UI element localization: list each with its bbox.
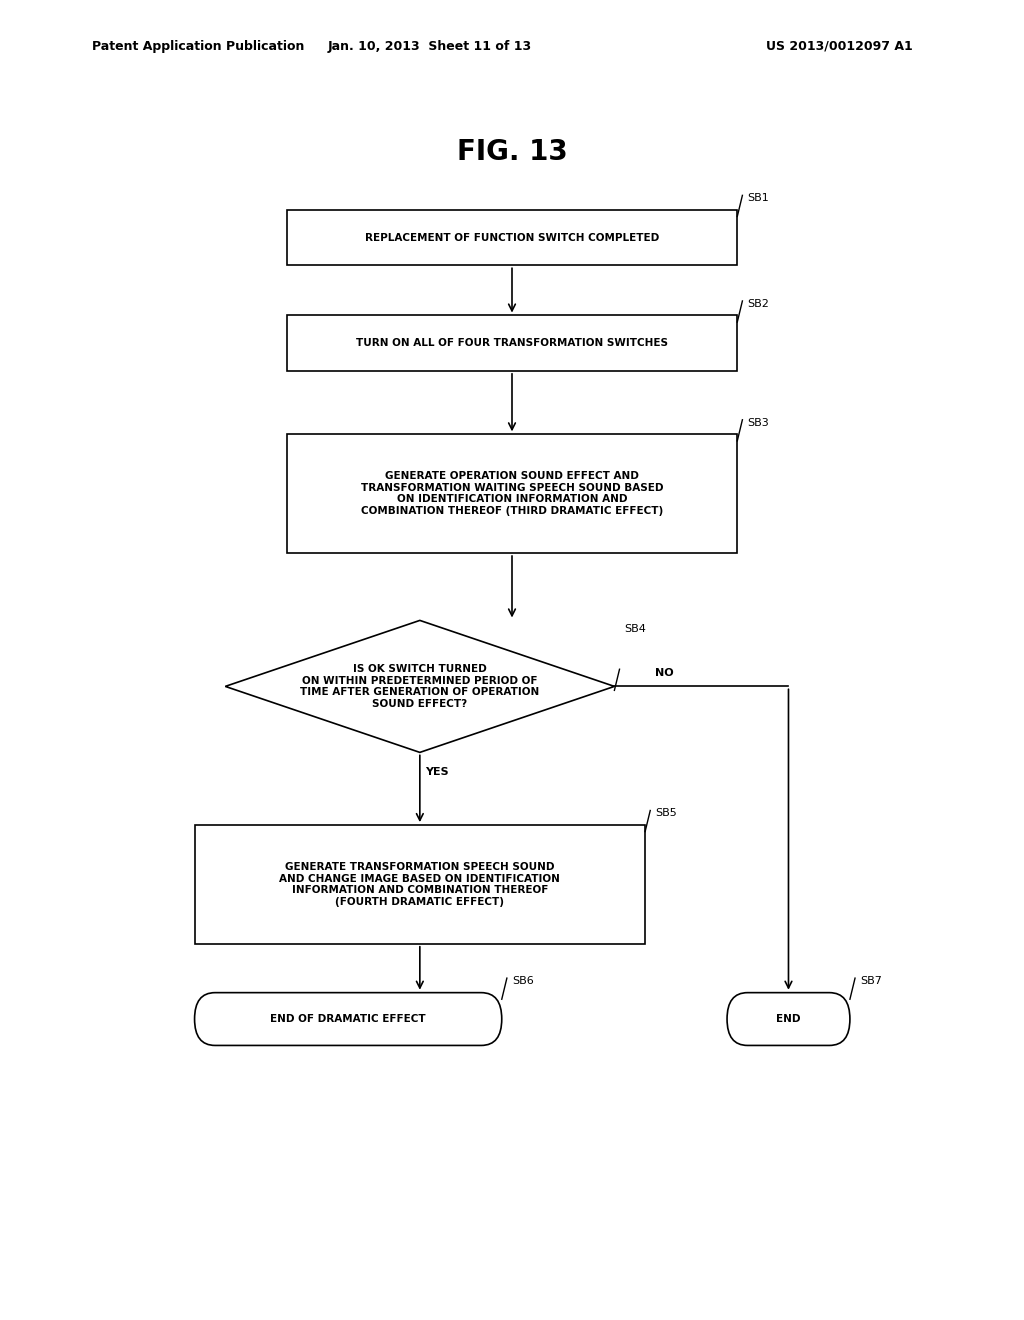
FancyBboxPatch shape <box>195 825 645 944</box>
Text: IS OK SWITCH TURNED
ON WITHIN PREDETERMINED PERIOD OF
TIME AFTER GENERATION OF O: IS OK SWITCH TURNED ON WITHIN PREDETERMI… <box>300 664 540 709</box>
Text: TURN ON ALL OF FOUR TRANSFORMATION SWITCHES: TURN ON ALL OF FOUR TRANSFORMATION SWITC… <box>356 338 668 348</box>
FancyBboxPatch shape <box>195 993 502 1045</box>
FancyBboxPatch shape <box>727 993 850 1045</box>
FancyBboxPatch shape <box>287 210 737 265</box>
Text: END OF DRAMATIC EFFECT: END OF DRAMATIC EFFECT <box>270 1014 426 1024</box>
Text: GENERATE TRANSFORMATION SPEECH SOUND
AND CHANGE IMAGE BASED ON IDENTIFICATION
IN: GENERATE TRANSFORMATION SPEECH SOUND AND… <box>280 862 560 907</box>
Polygon shape <box>225 620 614 752</box>
Text: SB2: SB2 <box>748 298 769 309</box>
Text: NO: NO <box>655 668 674 678</box>
Text: SB4: SB4 <box>625 623 646 634</box>
Text: SB3: SB3 <box>748 417 769 428</box>
FancyBboxPatch shape <box>287 315 737 371</box>
Text: END: END <box>776 1014 801 1024</box>
Text: GENERATE OPERATION SOUND EFFECT AND
TRANSFORMATION WAITING SPEECH SOUND BASED
ON: GENERATE OPERATION SOUND EFFECT AND TRAN… <box>360 471 664 516</box>
Text: SB1: SB1 <box>748 193 769 203</box>
FancyBboxPatch shape <box>287 434 737 553</box>
Text: SB7: SB7 <box>860 975 882 986</box>
Text: SB5: SB5 <box>655 808 677 818</box>
Text: Patent Application Publication: Patent Application Publication <box>92 40 304 53</box>
Text: FIG. 13: FIG. 13 <box>457 137 567 166</box>
Text: YES: YES <box>425 767 449 777</box>
Text: SB6: SB6 <box>512 975 534 986</box>
Text: REPLACEMENT OF FUNCTION SWITCH COMPLETED: REPLACEMENT OF FUNCTION SWITCH COMPLETED <box>365 232 659 243</box>
Text: US 2013/0012097 A1: US 2013/0012097 A1 <box>766 40 913 53</box>
Text: Jan. 10, 2013  Sheet 11 of 13: Jan. 10, 2013 Sheet 11 of 13 <box>328 40 532 53</box>
